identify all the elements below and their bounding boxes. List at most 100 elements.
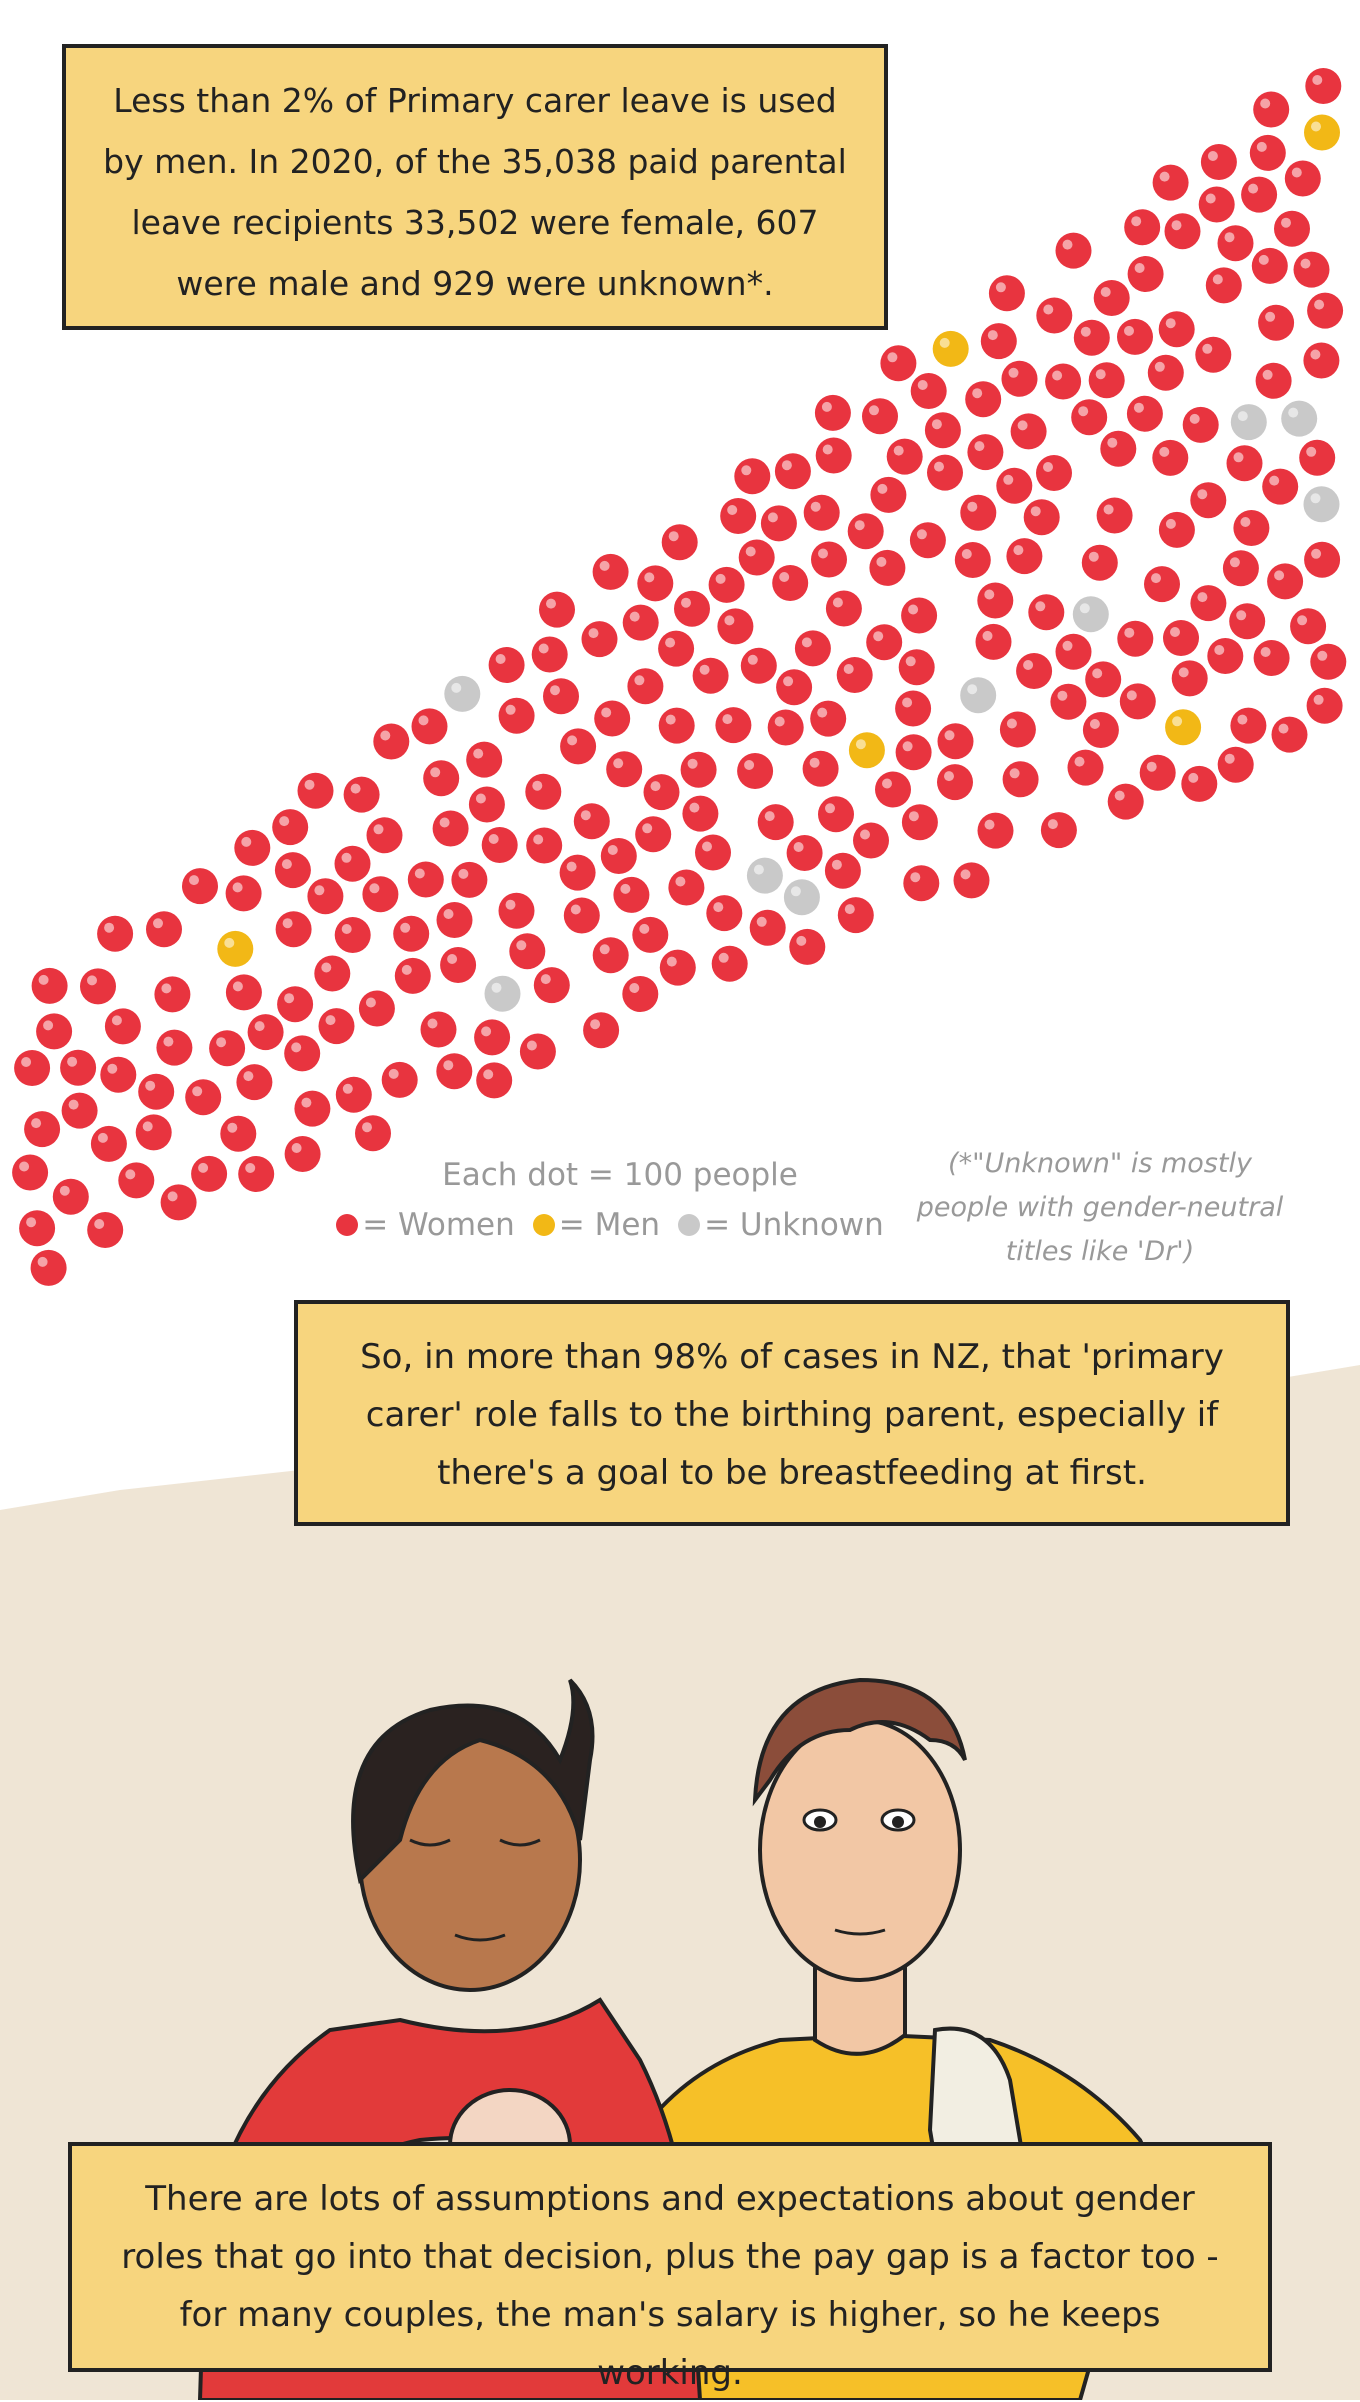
- women-dot: [680, 751, 717, 788]
- women-dot: [1205, 267, 1242, 304]
- women-dot: [525, 773, 562, 810]
- dot-highlight: [753, 864, 764, 875]
- dot-highlight: [1047, 819, 1058, 830]
- women-dot: [468, 786, 505, 823]
- women-dot: [875, 771, 911, 808]
- unknown-dot: [444, 675, 481, 712]
- dot-highlight: [642, 823, 653, 834]
- women-dot: [717, 608, 754, 645]
- women-dot: [836, 657, 873, 693]
- women-dot: [1085, 661, 1122, 698]
- dot-highlight: [722, 714, 733, 725]
- dot-highlight: [1170, 627, 1180, 637]
- women-dot: [583, 1012, 620, 1049]
- dot-highlight: [94, 1219, 105, 1229]
- dot-highlight: [1171, 220, 1182, 231]
- women-dot: [277, 986, 314, 1023]
- dot-highlight: [227, 1122, 238, 1133]
- women-dot: [870, 476, 907, 513]
- middle-caption-box: So, in more than 98% of cases in NZ, tha…: [294, 1300, 1290, 1526]
- dot-highlight: [1124, 325, 1134, 336]
- women-dot: [937, 723, 974, 760]
- women-dot: [977, 582, 1014, 619]
- dot-highlight: [373, 824, 384, 835]
- women-dot: [225, 875, 262, 912]
- dot-highlight: [439, 817, 450, 828]
- women-dot: [581, 621, 618, 658]
- legend-title: Each dot = 100 people: [442, 1157, 798, 1193]
- dot-highlight: [26, 1217, 37, 1228]
- middle-caption-line-2: carer' role falls to the birthing parent…: [365, 1395, 1219, 1435]
- dot-highlight: [744, 760, 755, 770]
- dot-highlight: [1212, 274, 1223, 285]
- dot-highlight: [1317, 650, 1328, 661]
- dot-highlight: [860, 829, 870, 840]
- dot-highlight: [1224, 753, 1235, 764]
- dot-highlight: [458, 868, 469, 879]
- dot-highlight: [1265, 311, 1276, 322]
- dot-highlight: [1009, 768, 1020, 779]
- women-dot: [1233, 510, 1270, 546]
- women-dot: [275, 911, 312, 948]
- women-dot: [97, 915, 134, 952]
- dot-highlight: [747, 654, 758, 665]
- dot-highlight: [1197, 592, 1208, 603]
- women-dot: [533, 967, 570, 1004]
- women-dot: [14, 1050, 51, 1086]
- dot-highlight: [447, 954, 458, 964]
- women-dot: [1067, 749, 1104, 786]
- dot-highlight: [613, 758, 624, 769]
- dot-highlight: [495, 654, 506, 664]
- women-dot: [924, 412, 961, 449]
- dot-highlight: [401, 964, 412, 975]
- women-dot: [294, 1090, 331, 1127]
- dot-highlight: [810, 501, 821, 512]
- women-dot: [643, 774, 680, 811]
- women-dot: [706, 895, 743, 932]
- dot-highlight: [629, 611, 640, 622]
- women-dot: [156, 1029, 193, 1066]
- dot-highlight: [902, 697, 913, 708]
- dot-highlight: [681, 597, 691, 608]
- dot-highlight: [727, 505, 738, 515]
- dot-highlight: [1146, 761, 1157, 772]
- dot-highlight: [1100, 287, 1111, 297]
- women-dot: [335, 1076, 372, 1113]
- women-dot: [1310, 643, 1347, 680]
- dot-highlight: [1311, 548, 1322, 559]
- dot-highlight: [314, 885, 325, 896]
- women-dot: [225, 974, 262, 1011]
- dot-highlight: [1013, 545, 1024, 556]
- dot-highlight: [192, 1086, 203, 1097]
- dot-highlight: [241, 836, 252, 847]
- women-dot: [1181, 765, 1218, 802]
- women-dot: [1164, 213, 1201, 250]
- women-dot: [1262, 468, 1299, 505]
- dot-highlight: [639, 923, 650, 934]
- dot-highlight: [505, 704, 516, 715]
- women-dot: [1299, 439, 1336, 476]
- dot-highlight: [369, 883, 380, 894]
- dot-highlight: [279, 816, 290, 827]
- women-dot: [632, 916, 669, 953]
- women-dot: [154, 976, 191, 1013]
- dot-highlight: [107, 1063, 118, 1074]
- dot-highlight: [533, 834, 544, 845]
- dot-highlight: [877, 483, 888, 494]
- dot-highlight: [67, 1056, 78, 1067]
- dot-highlight: [809, 757, 820, 768]
- dot-highlight: [599, 944, 610, 955]
- women-dot: [814, 394, 851, 431]
- dot-highlight: [665, 637, 676, 648]
- dot-highlight: [1237, 714, 1248, 725]
- women-dot: [738, 539, 775, 576]
- dot-highlight: [1306, 446, 1317, 457]
- women-dot: [1230, 707, 1267, 744]
- dot-highlight: [1052, 370, 1063, 381]
- women-dot: [862, 398, 898, 435]
- women-dot: [135, 1114, 172, 1151]
- dot-highlight: [1189, 413, 1200, 424]
- dot-highlight: [111, 1015, 122, 1026]
- dot-highlight: [984, 819, 995, 830]
- women-dot: [695, 834, 731, 871]
